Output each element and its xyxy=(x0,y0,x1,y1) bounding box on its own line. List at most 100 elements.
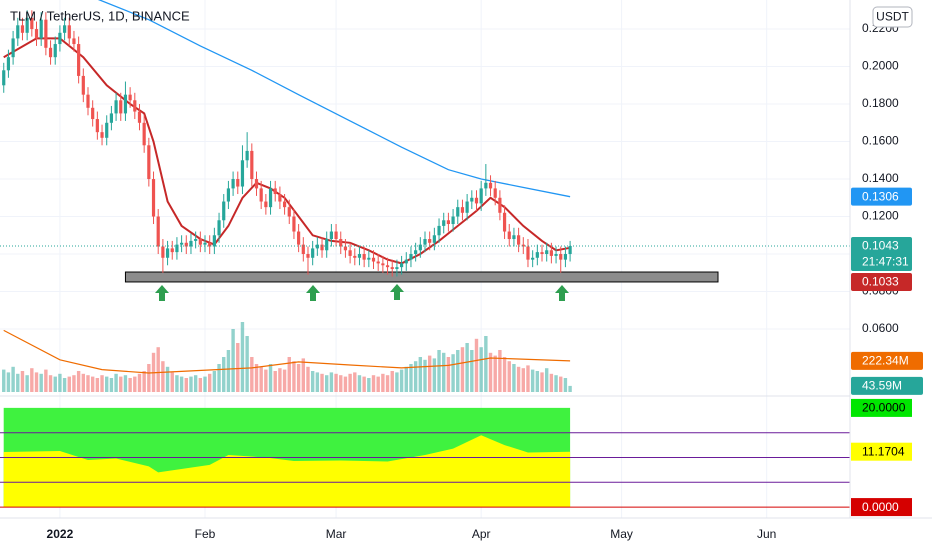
volume-bar xyxy=(175,375,179,392)
volume-bar xyxy=(147,364,151,392)
volume-bar xyxy=(20,371,25,392)
candle-body xyxy=(357,254,362,258)
volume-bar xyxy=(53,376,57,392)
candle-body xyxy=(465,201,469,213)
candle-body xyxy=(48,47,53,58)
candle-body xyxy=(395,267,399,270)
x-tick-label: Mar xyxy=(326,527,347,541)
candle-body xyxy=(311,248,315,258)
candle-body xyxy=(488,182,493,189)
price-label-box xyxy=(851,236,912,271)
candle-body xyxy=(329,231,333,240)
volume-bar xyxy=(544,368,549,392)
volume-bar xyxy=(123,375,128,392)
candle-body xyxy=(222,201,226,221)
volume-bar xyxy=(310,371,315,392)
candle-body xyxy=(282,201,287,208)
candle-body xyxy=(409,254,413,260)
volume-bar xyxy=(484,336,488,392)
candle-body xyxy=(446,220,451,225)
candle-body xyxy=(498,197,502,213)
candle-body xyxy=(297,231,301,245)
candle-body xyxy=(428,239,432,243)
volume-bar xyxy=(184,378,188,392)
volume-bar xyxy=(296,364,301,392)
volume-bar xyxy=(568,385,572,392)
candle-body xyxy=(563,254,568,260)
candle-body xyxy=(11,38,15,58)
candle-body xyxy=(91,107,95,120)
candle-body xyxy=(301,244,305,255)
candle-body xyxy=(568,245,572,255)
volume-bar xyxy=(442,352,446,392)
volume-bar xyxy=(170,372,174,392)
volume-bar xyxy=(409,364,413,392)
candle-body xyxy=(165,248,170,258)
candle-body xyxy=(114,100,118,114)
volume-bar xyxy=(109,378,114,392)
volume-bar xyxy=(320,373,324,392)
candle-body xyxy=(236,179,240,187)
volume-bar xyxy=(371,375,376,392)
candle-body xyxy=(2,70,6,86)
candle-body xyxy=(95,119,99,133)
volume-bar xyxy=(460,347,465,392)
candle-body xyxy=(20,25,25,33)
volume-bar xyxy=(343,376,348,392)
currency-label[interactable]: USDT xyxy=(876,10,909,24)
indicator-label: 11.1704 xyxy=(862,444,905,458)
y-tick-label: 0.1200 xyxy=(862,209,899,223)
volume-bar xyxy=(512,364,516,392)
candle-body xyxy=(123,94,128,114)
volume-bar xyxy=(470,350,474,392)
candle-body xyxy=(493,188,497,198)
candle-body xyxy=(325,239,329,251)
volume-bar xyxy=(86,375,90,392)
up-arrow xyxy=(155,285,169,301)
indicator-label-box xyxy=(851,398,912,417)
volume-bar xyxy=(339,375,343,392)
candle-body xyxy=(147,145,151,180)
volume-bar xyxy=(273,371,277,392)
volume-bar xyxy=(404,366,408,392)
axis-labels: 2022FebMarAprMayJun0.06000.08000.10000.1… xyxy=(47,21,923,541)
volume-bar xyxy=(427,355,432,392)
volume-bar xyxy=(81,373,86,392)
volume-bar xyxy=(222,357,226,392)
volume-bar xyxy=(530,369,535,392)
candle-body xyxy=(404,259,408,264)
candle-body xyxy=(535,252,539,258)
volume-label: 222.34M xyxy=(862,354,909,368)
volume-bar xyxy=(446,357,451,392)
volume-bar xyxy=(48,375,53,392)
volume-bar xyxy=(554,375,558,392)
candle-body xyxy=(381,263,385,266)
indicator-label-box xyxy=(851,442,912,461)
candle-body xyxy=(189,240,193,247)
volume-bar xyxy=(142,371,146,392)
price-pane xyxy=(0,0,850,283)
volume-bar xyxy=(498,350,502,392)
y-tick-label: 0.2000 xyxy=(862,59,899,73)
volume-bar xyxy=(90,376,95,392)
candle-body xyxy=(44,19,48,48)
currency-button[interactable] xyxy=(872,6,913,28)
volume-bar xyxy=(193,375,198,392)
candle-body xyxy=(315,244,319,249)
volume-bar xyxy=(334,373,338,392)
y-tick-label: 0.0600 xyxy=(862,321,899,335)
candle-body xyxy=(254,179,259,189)
candle-body xyxy=(34,29,39,39)
candle-body xyxy=(264,201,268,208)
candle-body xyxy=(376,261,380,264)
candle-body xyxy=(217,220,221,236)
volume-bar xyxy=(16,373,20,392)
candle-body xyxy=(245,150,249,161)
volume-bar xyxy=(559,376,563,392)
candle-body xyxy=(273,188,277,195)
candle-body xyxy=(362,254,366,260)
candle-body xyxy=(437,225,441,236)
candle-body xyxy=(100,132,104,138)
candle-body xyxy=(517,235,521,245)
volume-bar xyxy=(2,369,6,392)
